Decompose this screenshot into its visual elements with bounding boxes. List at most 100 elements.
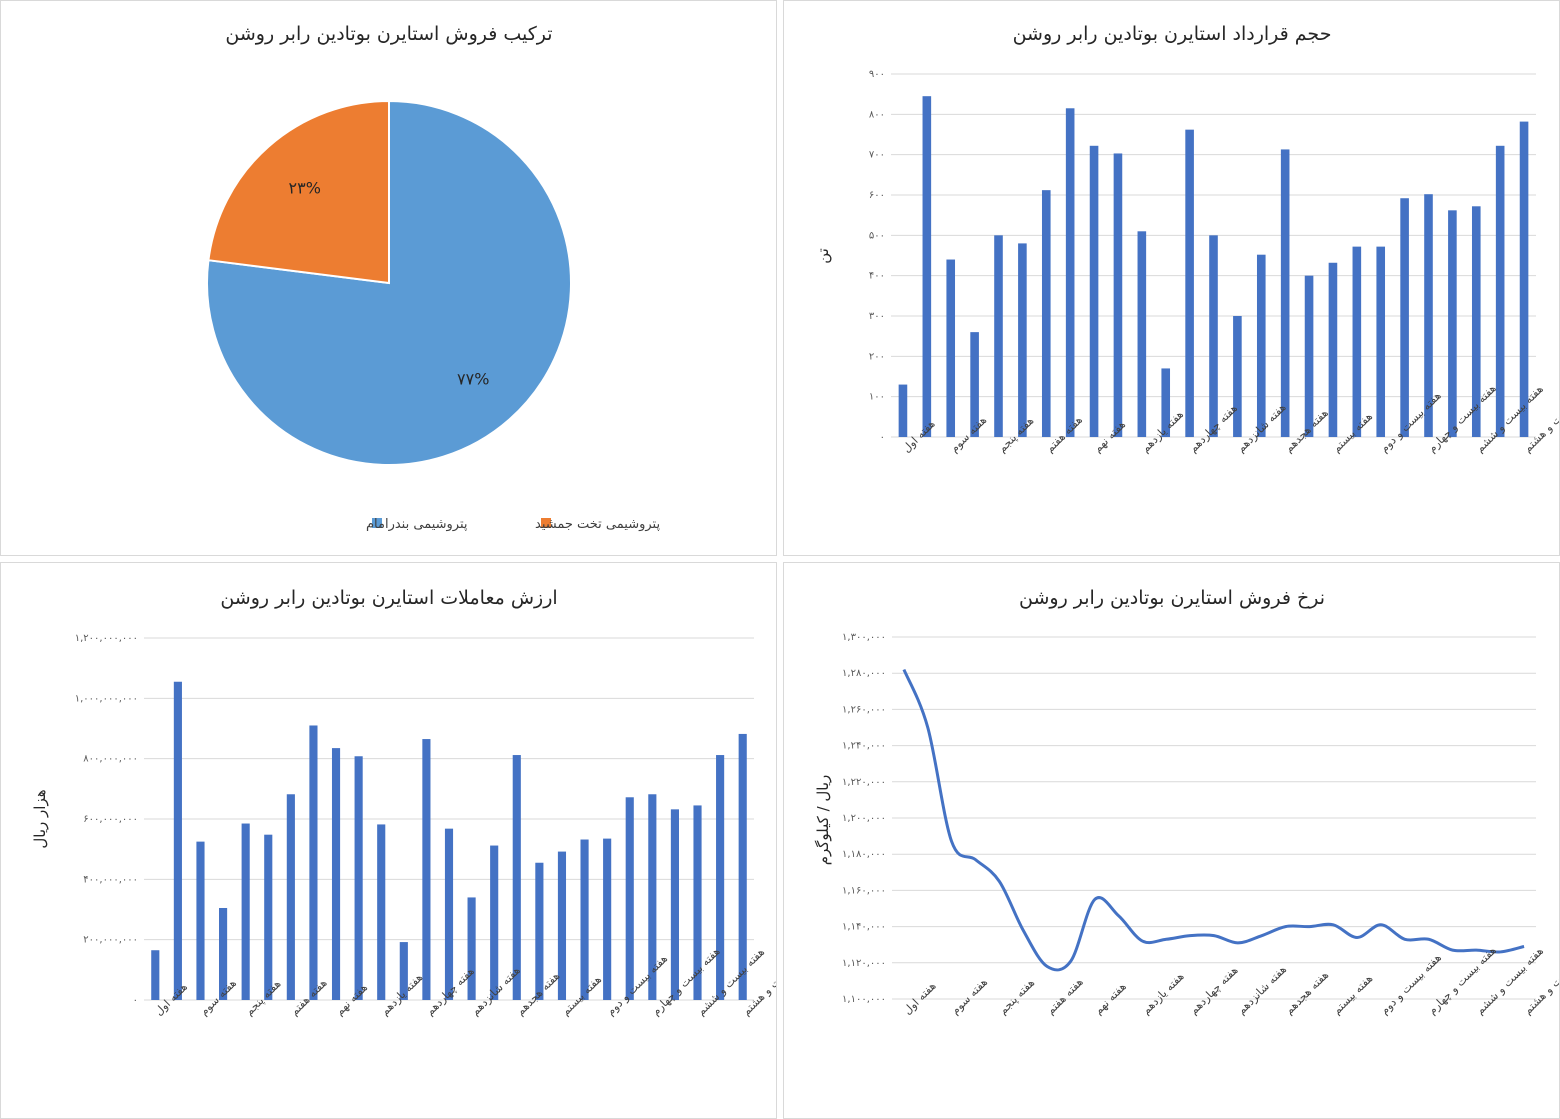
bar	[1041, 190, 1051, 437]
bar	[898, 384, 908, 437]
pie-data-label: ۷۷%	[457, 370, 489, 389]
bar	[241, 823, 250, 1000]
y-tick-label: ۱,۰۰۰,۰۰۰,۰۰۰	[75, 693, 138, 704]
bar	[1376, 246, 1386, 437]
pie-chart: ترکیب فروش استایرن بوتادین رابر روشن ۷۷%…	[206, 23, 660, 532]
bar	[1137, 231, 1147, 437]
bar	[648, 794, 657, 1000]
y-tick-label: ۰	[880, 432, 885, 443]
legend-swatch	[372, 518, 382, 528]
x-tick-label: هفته بیستم	[1330, 972, 1375, 1017]
x-tick-label: هفته هجدهم	[1282, 968, 1331, 1017]
legend-entry: پتروشیمی بندرامام	[366, 517, 468, 532]
bar	[1185, 129, 1194, 437]
y-tick-label: ۱,۲۲۰,۰۰۰	[842, 777, 886, 788]
bar	[693, 805, 702, 1000]
y-tick-label: ۱,۱۰۰,۰۰۰	[842, 994, 886, 1005]
y-tick-label: ۱,۲۴۰,۰۰۰	[842, 741, 886, 752]
pie-data-label: ۲۳%	[289, 178, 321, 197]
bar	[377, 824, 386, 1000]
bar	[603, 838, 612, 1000]
bar	[422, 739, 431, 1000]
bar	[512, 755, 521, 1000]
y-tick-label: ۵۰۰	[869, 230, 885, 241]
bar	[994, 235, 1003, 437]
chart-title: حجم قرارداد استایرن بوتادین رابر روشن	[1013, 23, 1332, 45]
bar	[1233, 316, 1242, 437]
bar	[670, 809, 679, 1000]
x-tick-label: هفته سوم	[949, 975, 991, 1017]
y-tick-label: ۸۰۰	[869, 109, 885, 120]
series-line	[902, 668, 1525, 972]
y-tick-label: ۱,۱۴۰,۰۰۰	[842, 922, 886, 933]
bar	[716, 755, 725, 1000]
y-tick-label: ۴۰۰	[869, 271, 885, 282]
y-tick-label: ۲۰۰,۰۰۰,۰۰۰	[83, 935, 138, 946]
bar	[196, 841, 205, 1000]
y-tick-label: ۹۰۰	[869, 69, 885, 80]
bar	[557, 851, 567, 1000]
bar	[738, 733, 747, 1000]
rate-line-chart: نرخ فروش استایرن بوتادین رابر روشن ریال …	[814, 587, 1559, 1018]
bar	[264, 834, 273, 1000]
value-bar-chart: ارزش معاملات استایرن بوتادین رابر روشن ه…	[31, 587, 776, 1018]
bar	[151, 950, 160, 1000]
bar	[1400, 198, 1409, 437]
bar	[1018, 243, 1027, 437]
chart-title: نرخ فروش استایرن بوتادین رابر روشن	[1019, 587, 1325, 609]
x-tick-label: هفته نهم	[1092, 980, 1129, 1017]
bar	[1328, 262, 1338, 437]
bar	[946, 259, 956, 437]
x-tick-label: هفته پنجم	[996, 976, 1037, 1017]
y-axis-label: هزار ریال	[31, 789, 49, 848]
y-tick-label: ۷۰۰	[869, 150, 885, 161]
volume-bar-chart: حجم قرارداد استایرن بوتادین رابر روشن تن…	[814, 23, 1559, 455]
bar	[535, 862, 544, 1000]
y-tick-label: ۱,۱۸۰,۰۰۰	[842, 849, 886, 860]
y-tick-label: ۶۰۰,۰۰۰,۰۰۰	[83, 814, 138, 825]
bar	[490, 845, 499, 1000]
volume-chart-panel: حجم قرارداد استایرن بوتادین رابر روشن تن…	[783, 0, 1560, 556]
bar	[444, 828, 454, 1000]
y-tick-label: ۱,۱۲۰,۰۰۰	[842, 958, 886, 969]
bar	[1471, 206, 1481, 437]
bar	[1065, 108, 1075, 438]
x-tick-label: هفته یازدهم	[1139, 970, 1186, 1017]
bar	[1209, 235, 1218, 437]
legend-swatch	[541, 518, 551, 528]
bar	[970, 332, 979, 437]
y-tick-label: ۱,۲۰۰,۰۰۰,۰۰۰	[75, 633, 138, 644]
pie-slice	[206, 99, 572, 466]
bar	[286, 794, 295, 1000]
chart-title: ارزش معاملات استایرن بوتادین رابر روشن	[220, 587, 557, 609]
bar	[1161, 368, 1171, 437]
bar	[1280, 149, 1290, 437]
bar	[580, 839, 589, 1000]
bar	[1424, 194, 1433, 437]
y-tick-label: ۲۰۰	[869, 351, 885, 362]
y-tick-label: ۱,۱۶۰,۰۰۰	[842, 885, 886, 896]
bar	[1113, 153, 1123, 437]
value-chart-panel: ارزش معاملات استایرن بوتادین رابر روشن ه…	[0, 562, 777, 1119]
bar	[173, 681, 182, 1000]
bar	[1448, 210, 1457, 437]
y-tick-label: ۴۰۰,۰۰۰,۰۰۰	[83, 874, 138, 885]
bar	[922, 96, 932, 437]
bar	[1495, 145, 1505, 437]
x-tick-label: هفته اول	[901, 979, 939, 1017]
y-axis-label: ریال / کیلوگرم	[814, 775, 832, 866]
y-tick-label: ۳۰۰	[869, 311, 885, 322]
y-tick-label: ۱,۳۰۰,۰۰۰	[842, 632, 886, 643]
pie-slice	[207, 99, 390, 285]
bar	[625, 797, 634, 1000]
x-tick-label: هفته شانزدهم	[1235, 963, 1289, 1017]
x-tick-label: هفته هفتم	[1044, 975, 1086, 1017]
y-tick-label: ۶۰۰	[869, 190, 885, 201]
rate-chart-panel: نرخ فروش استایرن بوتادین رابر روشن ریال …	[783, 562, 1560, 1119]
y-tick-label: ۰	[133, 995, 138, 1006]
bar	[219, 907, 228, 1000]
bar	[331, 748, 341, 1000]
bar	[1089, 145, 1099, 437]
bar	[354, 756, 363, 1000]
x-tick-label: هفته چهاردهم	[1187, 964, 1241, 1018]
